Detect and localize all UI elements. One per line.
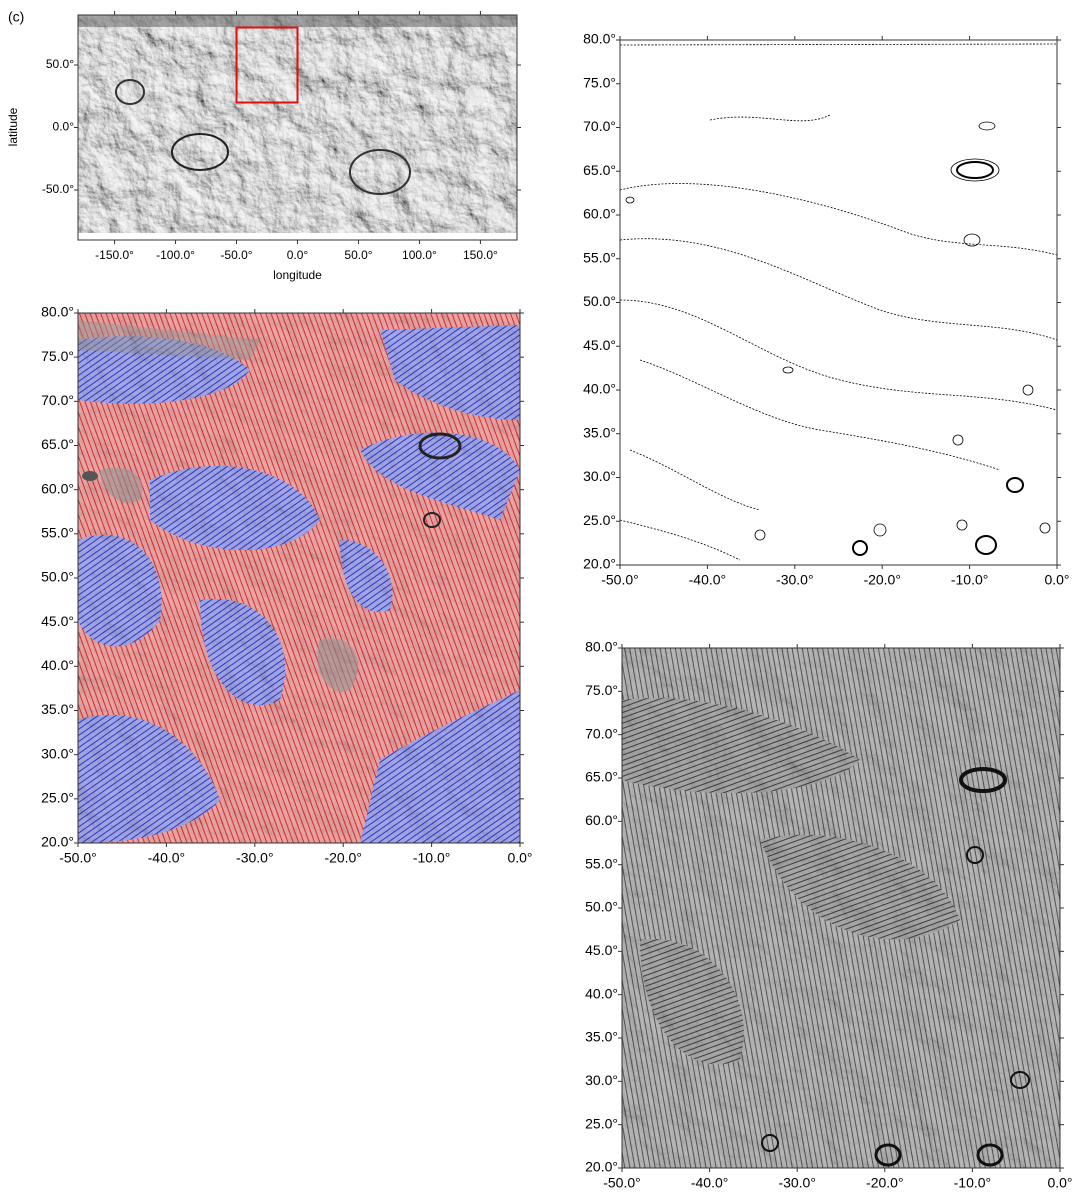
x-tick-label: -30.0° bbox=[778, 1175, 816, 1191]
y-tick-label: 35.0° bbox=[585, 1029, 618, 1045]
y-tick-label: 60.0° bbox=[41, 480, 74, 496]
y-tick-label: 30.0° bbox=[41, 745, 74, 761]
x-tick-label: 150.0° bbox=[463, 248, 498, 262]
y-tick-label: 50.0° bbox=[585, 899, 618, 915]
x-tick-label: -50.0° bbox=[59, 850, 97, 866]
orientation-map bbox=[78, 313, 520, 843]
x-tick-label: -20.0° bbox=[866, 1175, 904, 1191]
x-tick-label: -40.0° bbox=[691, 1175, 729, 1191]
y-tick-label: 45.0° bbox=[583, 337, 616, 353]
y-tick-label: 30.0° bbox=[583, 468, 616, 484]
y-tick-label: 55.0° bbox=[41, 525, 74, 541]
x-tick-label: 0.0° bbox=[1047, 1175, 1072, 1191]
x-tick-label: 0.0° bbox=[287, 248, 309, 262]
y-tick-label: 80.0° bbox=[585, 639, 618, 655]
y-tick-label: 40.0° bbox=[41, 657, 74, 673]
y-tick-label: 60.0° bbox=[583, 206, 616, 222]
y-tick-label: 40.0° bbox=[583, 381, 616, 397]
x-tick-label: 0.0° bbox=[1044, 572, 1069, 588]
y-tick-label: 20.0° bbox=[41, 834, 74, 850]
y-tick-label: 75.0° bbox=[585, 682, 618, 698]
x-axis-label: longitude bbox=[273, 268, 322, 282]
x-tick-label: -20.0° bbox=[324, 850, 362, 866]
x-tick-label: -40.0° bbox=[148, 850, 186, 866]
x-tick-label: -150.0° bbox=[95, 248, 134, 262]
x-tick-label: -40.0° bbox=[689, 572, 727, 588]
y-tick-label: 75.0° bbox=[41, 348, 74, 364]
y-tick-label: 65.0° bbox=[41, 436, 74, 452]
y-tick-label: 50.0° bbox=[583, 293, 616, 309]
y-tick-label: 70.0° bbox=[583, 118, 616, 134]
y-tick-label: 70.0° bbox=[585, 725, 618, 741]
y-tick-label: 50.0° bbox=[41, 569, 74, 585]
x-tick-label: -10.0° bbox=[954, 1175, 992, 1191]
y-tick-label: 70.0° bbox=[41, 392, 74, 408]
y-tick-label: -50.0° bbox=[42, 182, 74, 196]
x-tick-label: -50.0° bbox=[220, 248, 252, 262]
y-tick-label: 65.0° bbox=[583, 162, 616, 178]
y-tick-label: 60.0° bbox=[585, 812, 618, 828]
x-tick-label: -100.0° bbox=[156, 248, 195, 262]
x-tick-label: 0.0° bbox=[507, 850, 532, 866]
y-tick-label: 40.0° bbox=[585, 985, 618, 1001]
y-tick-label: 25.0° bbox=[41, 790, 74, 806]
x-tick-label: -20.0° bbox=[863, 572, 901, 588]
x-tick-label: -10.0° bbox=[413, 850, 451, 866]
y-tick-label: 20.0° bbox=[585, 1159, 618, 1175]
x-tick-label: -10.0° bbox=[951, 572, 989, 588]
y-tick-label: 35.0° bbox=[41, 701, 74, 717]
x-tick-label: 50.0° bbox=[344, 248, 372, 262]
x-tick-label: -50.0° bbox=[603, 1175, 641, 1191]
contour-map bbox=[619, 40, 1058, 565]
x-tick-label: 100.0° bbox=[402, 248, 437, 262]
y-tick-label: 50.0° bbox=[46, 57, 74, 71]
y-axis-label: latitude bbox=[6, 107, 20, 146]
y-tick-label: 0.0° bbox=[53, 120, 75, 134]
x-tick-label: -30.0° bbox=[776, 572, 814, 588]
panel-label: (c) bbox=[8, 9, 24, 25]
y-tick-label: 25.0° bbox=[585, 1115, 618, 1131]
y-tick-label: 80.0° bbox=[583, 31, 616, 47]
x-tick-label: -50.0° bbox=[601, 572, 639, 588]
y-tick-label: 55.0° bbox=[585, 855, 618, 871]
y-tick-label: 25.0° bbox=[583, 512, 616, 528]
study-region bbox=[235, 26, 299, 104]
y-tick-label: 30.0° bbox=[585, 1072, 618, 1088]
y-tick-label: 80.0° bbox=[41, 304, 74, 320]
y-tick-label: 55.0° bbox=[583, 249, 616, 265]
y-tick-label: 65.0° bbox=[585, 769, 618, 785]
y-tick-label: 35.0° bbox=[583, 424, 616, 440]
texture-map bbox=[622, 648, 1060, 1168]
x-tick-label: -30.0° bbox=[236, 850, 274, 866]
y-tick-label: 45.0° bbox=[41, 613, 74, 629]
y-tick-label: 20.0° bbox=[583, 556, 616, 572]
y-tick-label: 75.0° bbox=[583, 74, 616, 90]
y-tick-label: 45.0° bbox=[585, 942, 618, 958]
